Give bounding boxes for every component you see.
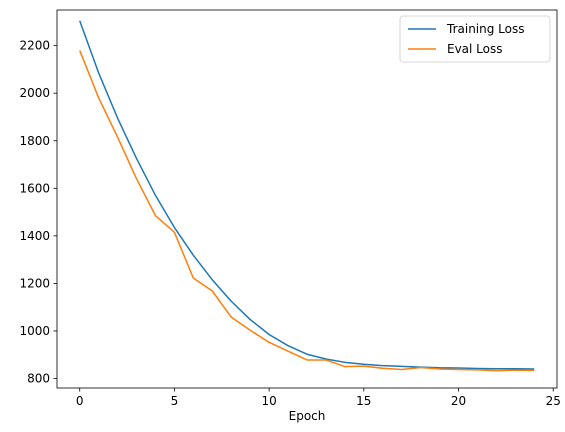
legend: Training Loss Eval Loss — [399, 15, 551, 63]
axes: 0 5 10 15 20 25 800 1000 1200 1400 1600 1800 2000 220… — [19, 9, 561, 408]
series-line-training-loss — [79, 20, 535, 370]
y-tick-label: 1600 — [19, 181, 50, 195]
y-tick-label: 1800 — [19, 134, 50, 148]
plot-area — [79, 20, 535, 372]
y-tick-label: 1400 — [19, 229, 50, 243]
x-axis-label: Epoch — [289, 409, 326, 423]
x-tick-label: 0 — [76, 394, 84, 408]
y-tick-label: 2000 — [19, 86, 50, 100]
y-tick-label: 2200 — [19, 39, 50, 53]
axes-frame — [56, 9, 558, 389]
x-tick-label: 5 — [171, 394, 179, 408]
legend-label-eval-loss: Eval Loss — [447, 42, 503, 56]
x-tick-label: 20 — [451, 394, 466, 408]
y-tick-label: 800 — [27, 371, 50, 385]
y-tick-label: 1200 — [19, 276, 50, 290]
y-tick-label: 1000 — [19, 324, 50, 338]
x-tick-label: 25 — [546, 394, 561, 408]
series-line-eval-loss — [79, 50, 535, 372]
x-tick-label: 15 — [356, 394, 371, 408]
legend-label-training-loss: Training Loss — [446, 22, 524, 36]
legend-box — [399, 15, 551, 63]
x-tick-label: 10 — [261, 394, 276, 408]
